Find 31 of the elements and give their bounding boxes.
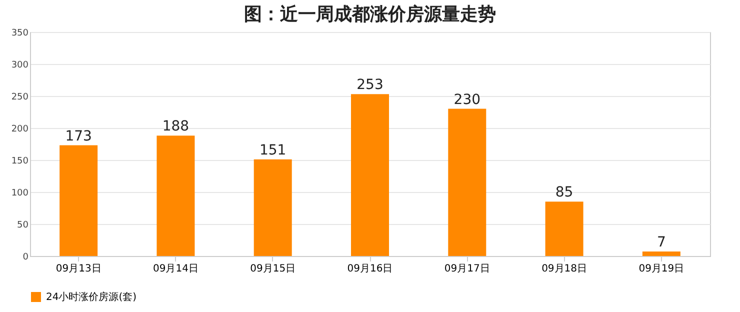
y-tick-label: 250 — [11, 92, 29, 102]
x-tick-label: 09月17日 — [444, 264, 490, 274]
data-label: 85 — [555, 184, 574, 201]
x-tick-label: 09月16日 — [347, 264, 393, 274]
chart-title: 图：近一周成都涨价房源量走势 — [244, 4, 496, 25]
data-label: 188 — [162, 118, 190, 135]
bar — [448, 108, 486, 256]
y-tick-label: 300 — [11, 60, 29, 70]
y-tick-label: 150 — [11, 156, 29, 166]
x-tick-label: 09月13日 — [56, 264, 102, 274]
legend-label: 24小时涨价房源(套) — [46, 291, 137, 303]
x-tick-label: 09月18日 — [542, 264, 588, 274]
data-label: 151 — [259, 142, 286, 158]
x-tick-label: 09月15日 — [250, 264, 296, 274]
y-tick-label: 200 — [11, 124, 29, 134]
bar — [642, 252, 680, 256]
x-tick-label: 09月19日 — [638, 264, 684, 274]
y-tick-label: 350 — [11, 28, 29, 38]
x-tick-label: 09月14日 — [152, 264, 198, 274]
y-tick-label: 50 — [17, 220, 29, 230]
bar — [254, 159, 292, 256]
data-label: 173 — [65, 128, 92, 144]
bar — [156, 136, 195, 256]
bar — [60, 145, 98, 256]
data-label: 7 — [656, 234, 666, 251]
y-tick-label: 100 — [11, 188, 29, 198]
data-label: 230 — [454, 92, 481, 108]
y-tick-label: 0 — [22, 252, 29, 262]
data-label: 253 — [356, 77, 384, 94]
bar — [351, 94, 389, 256]
bar — [545, 202, 584, 256]
